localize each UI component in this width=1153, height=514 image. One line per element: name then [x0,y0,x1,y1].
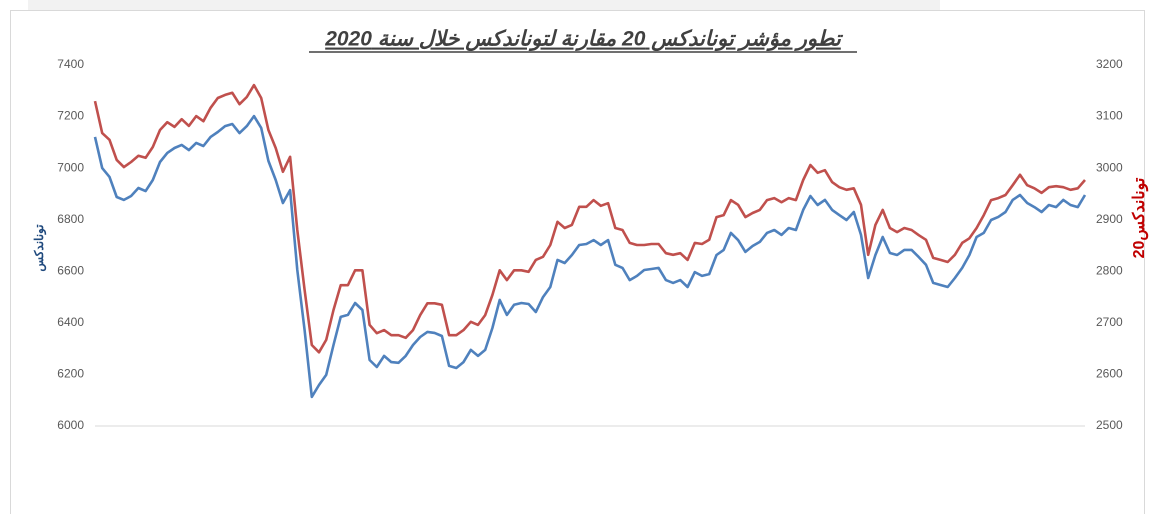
y2-axis-label: توناندكس20 [1131,177,1149,258]
y-tick-label: 7000 [57,160,84,174]
y-tick-label: 6400 [57,315,84,329]
y2-tick-label: 2900 [1096,212,1123,226]
y-tick-label: 7200 [57,109,84,123]
chart-frame [10,10,1145,514]
y-tick-label: 6600 [57,263,84,277]
y2-tick-label: 2800 [1096,263,1123,277]
series-line [93,83,1086,354]
y2-tick-label: 2700 [1096,315,1123,329]
y-tick-label: 6000 [57,418,84,432]
y2-tick-label: 2600 [1096,367,1123,381]
y2-tick-label: 3100 [1096,109,1123,123]
y-tick-label: 6800 [57,212,84,226]
y2-tick-label: 3200 [1096,57,1123,71]
top-strip [28,0,940,10]
y-axis-label: توناندكس [32,224,47,272]
y-tick-label: 6200 [57,367,84,381]
y2-tick-label: 3000 [1096,160,1123,174]
y2-tick-label: 2500 [1096,418,1123,432]
y-tick-label: 7400 [57,57,84,71]
chart-title: تطور مؤشر توناندكس 20 مقارنة لتوناندكس خ… [324,28,844,52]
series-line [93,114,1087,399]
